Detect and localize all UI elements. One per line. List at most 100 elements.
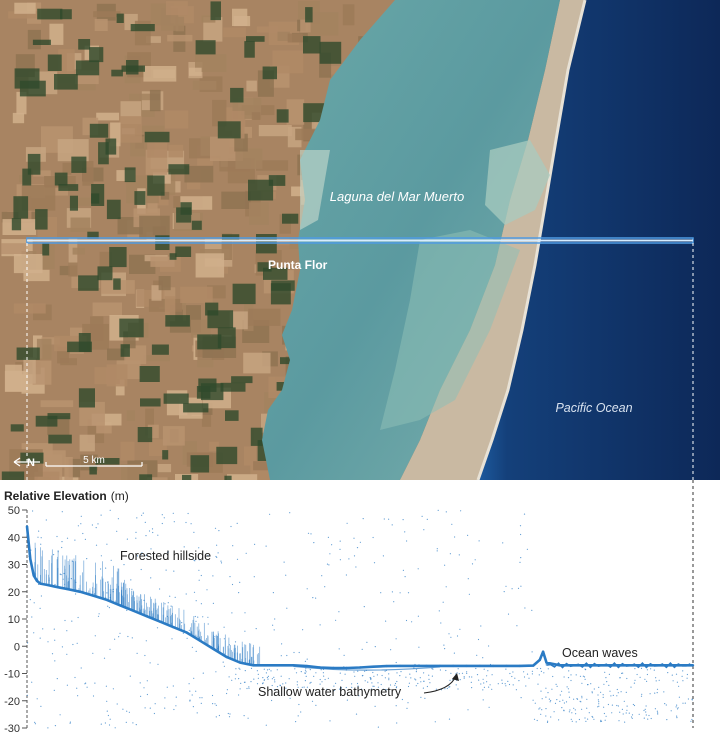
- data-point: [52, 585, 55, 588]
- noise-point: [215, 716, 217, 718]
- noise-point: [97, 523, 99, 525]
- noise-point: [141, 514, 143, 516]
- satellite-map: Laguna del Mar Muerto Punta Flor Pacific…: [0, 0, 720, 480]
- noise-point: [421, 515, 423, 518]
- noise-point: [238, 694, 240, 696]
- noise-point: [449, 679, 451, 682]
- noise-point: [458, 673, 460, 675]
- noise-point: [545, 715, 547, 717]
- noise-point: [106, 710, 108, 712]
- noise-point: [170, 605, 172, 607]
- noise-point: [646, 669, 649, 671]
- noise-point: [476, 654, 478, 656]
- noise-point: [315, 597, 317, 599]
- noise-point: [468, 593, 470, 595]
- noise-point: [373, 685, 375, 687]
- noise-point: [167, 551, 169, 553]
- data-point: [412, 664, 415, 668]
- farm-field: [40, 400, 74, 408]
- data-point: [385, 664, 388, 668]
- noise-point: [289, 512, 291, 514]
- vegetation-patch: [89, 47, 104, 63]
- noise-point: [236, 558, 239, 560]
- data-point: [45, 583, 49, 587]
- noise-point: [142, 512, 144, 514]
- noise-point: [154, 703, 156, 705]
- noise-point: [229, 713, 231, 715]
- noise-point: [300, 671, 302, 673]
- noise-point: [541, 698, 543, 700]
- noise-point: [531, 651, 533, 653]
- noise-point: [463, 676, 465, 678]
- noise-point: [600, 720, 602, 723]
- noise-point: [326, 563, 329, 565]
- farm-field: [60, 358, 77, 366]
- noise-point: [505, 585, 507, 587]
- noise-point: [406, 707, 408, 710]
- noise-point: [40, 543, 42, 545]
- ocean-label: Pacific Ocean: [555, 401, 632, 415]
- noise-point: [123, 564, 125, 566]
- noise-point: [304, 669, 307, 671]
- noise-point: [125, 721, 127, 724]
- data-point: [611, 664, 615, 667]
- farm-field: [64, 457, 73, 480]
- noise-point: [105, 567, 107, 569]
- noise-point: [393, 601, 395, 603]
- data-point: [518, 664, 521, 668]
- noise-point: [649, 693, 651, 695]
- noise-point: [466, 671, 468, 673]
- noise-point: [218, 714, 220, 717]
- noise-point: [364, 670, 366, 672]
- farm-field: [90, 316, 104, 341]
- noise-point: [396, 722, 398, 724]
- noise-point: [98, 613, 100, 615]
- noise-point: [199, 697, 201, 699]
- vegetation-patch: [244, 41, 255, 58]
- data-point: [172, 626, 175, 629]
- farm-field: [201, 15, 216, 23]
- y-axis-ticks: 50 40 30 20 10 0 -10 -20 -30: [4, 505, 27, 735]
- noise-point: [444, 564, 446, 566]
- farm-field: [235, 148, 263, 169]
- noise-point: [362, 518, 364, 520]
- farm-field: [8, 11, 41, 19]
- noise-point: [215, 671, 217, 673]
- bathymetry-arrow: [423, 675, 457, 694]
- noise-point: [404, 531, 406, 533]
- noise-point: [436, 548, 438, 550]
- vegetation-patch: [276, 109, 289, 123]
- vegetation-patch: [69, 195, 78, 211]
- noise-point: [286, 607, 288, 609]
- farm-field: [120, 441, 135, 461]
- noise-point: [240, 682, 242, 685]
- noise-point: [189, 700, 191, 702]
- noise-point: [304, 660, 306, 663]
- noise-point: [171, 638, 173, 640]
- noise-point: [114, 638, 116, 640]
- noise-point: [672, 680, 674, 682]
- noise-point: [471, 676, 473, 678]
- data-point: [59, 586, 62, 589]
- noise-point: [640, 667, 643, 670]
- noise-point: [239, 668, 241, 670]
- noise-point: [570, 679, 572, 682]
- vegetation-patch: [119, 318, 144, 338]
- noise-point: [174, 596, 176, 599]
- noise-point: [106, 700, 108, 702]
- noise-point: [157, 663, 159, 665]
- noise-point: [646, 680, 648, 683]
- noise-point: [253, 678, 255, 680]
- noise-point: [547, 720, 549, 722]
- vegetation-patch: [87, 231, 99, 239]
- data-point: [398, 664, 402, 668]
- noise-point: [656, 692, 658, 694]
- noise-point: [54, 639, 56, 641]
- noise-point: [401, 698, 403, 701]
- noise-point: [418, 646, 420, 648]
- noise-point: [273, 689, 276, 691]
- noise-point: [670, 710, 672, 712]
- vegetation-patch: [217, 121, 241, 139]
- noise-point: [450, 672, 452, 675]
- noise-point: [466, 672, 468, 675]
